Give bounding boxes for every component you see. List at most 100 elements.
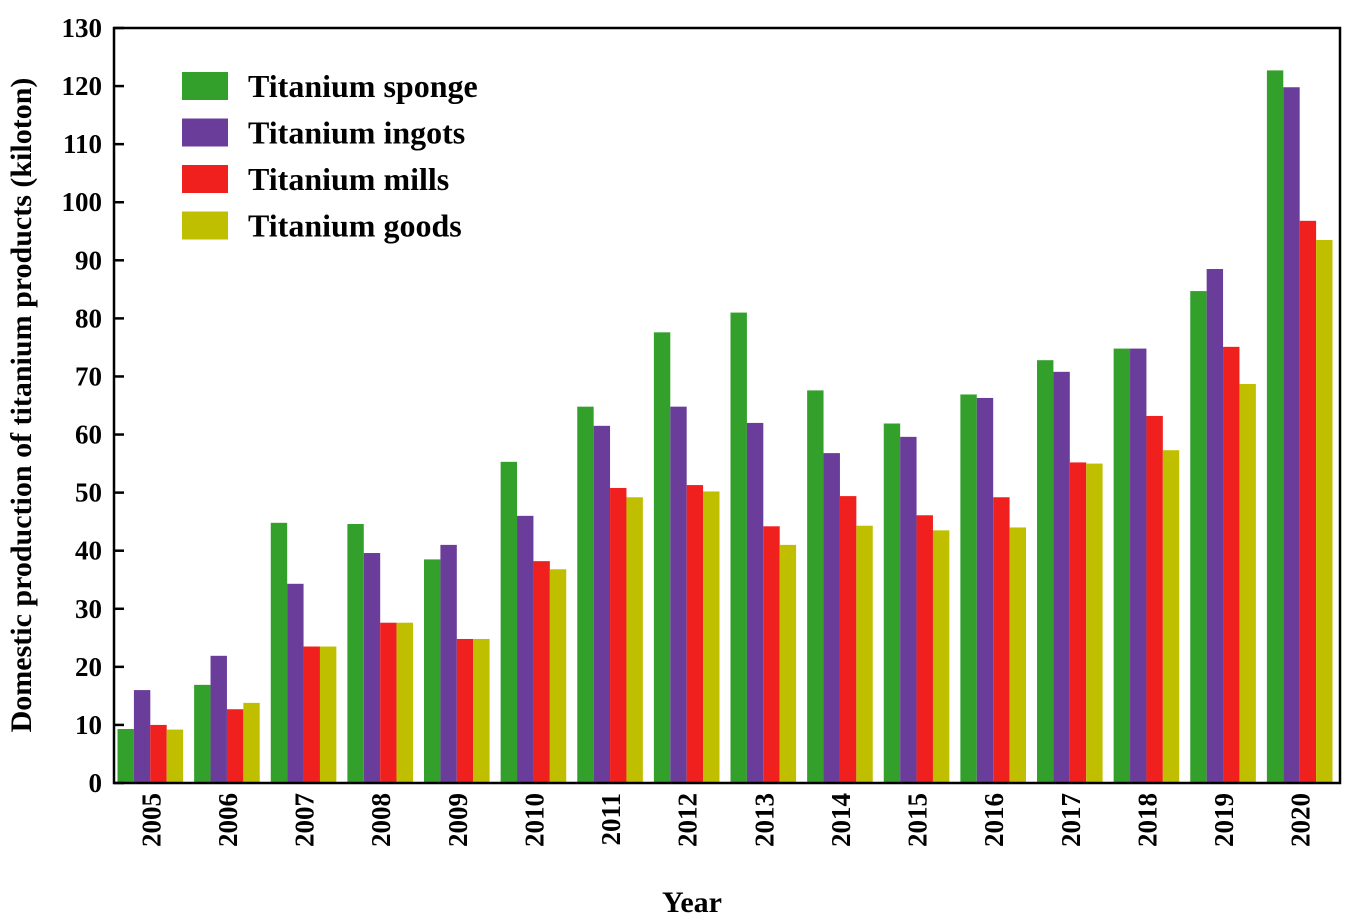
legend-swatch (182, 118, 228, 147)
bar-titanium-sponge-2018 (1113, 348, 1131, 783)
bar-titanium-sponge-2007 (270, 522, 288, 783)
bar-titanium-goods-2012 (703, 491, 720, 783)
x-tick-label: 2019 (1209, 793, 1239, 847)
bar-titanium-mills-2008 (380, 622, 397, 783)
y-tick-label: 0 (89, 768, 103, 798)
plot-frame (112, 26, 1342, 785)
bar-titanium-ingots-2017 (1053, 371, 1070, 783)
bar-titanium-sponge-2010 (500, 461, 518, 783)
y-tick-label: 10 (75, 710, 102, 740)
x-tick-label: 2007 (290, 793, 320, 847)
legend: Titanium sponge Titanium ingots Titanium m… (182, 68, 478, 244)
bar-titanium-goods-2014 (856, 525, 873, 783)
bar-titanium-goods-2019 (1239, 384, 1256, 783)
bar-titanium-ingots-2018 (1130, 348, 1147, 783)
bar-titanium-mills-2012 (686, 485, 704, 783)
y-tick-label: 110 (63, 129, 102, 159)
bar-titanium-ingots-2011 (593, 425, 611, 783)
bar-titanium-mills-2020 (1299, 220, 1317, 783)
bar-titanium-sponge-2016 (960, 394, 977, 783)
y-tick-label: 70 (75, 361, 102, 391)
y-tick-label: 130 (62, 13, 103, 43)
bar-titanium-goods-2006 (243, 702, 260, 783)
bar-titanium-ingots-2007 (287, 583, 304, 783)
x-tick-label: 2017 (1056, 793, 1086, 847)
bar-titanium-mills-2011 (610, 487, 627, 783)
bar-titanium-ingots-2005 (133, 690, 151, 783)
bar-titanium-mills-2005 (150, 724, 167, 783)
x-tick-label: 2018 (1132, 793, 1162, 847)
y-tick-label: 100 (62, 187, 103, 217)
bar-titanium-mills-2009 (456, 638, 474, 783)
bar-titanium-mills-2018 (1146, 415, 1163, 783)
y-axis: 0 10 20 30 40 50 60 70 80 90 100 110 120 130 (62, 13, 124, 798)
bar-titanium-mills-2010 (533, 561, 550, 783)
legend-label: Titanium mills (248, 161, 449, 197)
bar-titanium-sponge-2011 (577, 406, 594, 783)
y-tick-label: 20 (75, 652, 102, 682)
bar-titanium-mills-2007 (303, 646, 320, 783)
bar-titanium-goods-2018 (1162, 450, 1180, 783)
bar-titanium-sponge-2013 (730, 312, 747, 783)
bar-titanium-mills-2015 (916, 515, 933, 783)
legend-label: Titanium sponge (248, 68, 478, 104)
x-tick-label: 2013 (749, 793, 779, 847)
x-tick-label: 2005 (136, 793, 166, 847)
y-tick-label: 60 (75, 420, 102, 450)
bar-titanium-goods-2015 (932, 530, 950, 783)
bar-titanium-goods-2011 (626, 497, 643, 783)
bars-group (117, 70, 1333, 784)
y-tick-label: 80 (75, 303, 102, 333)
bar-titanium-goods-2005 (166, 729, 184, 783)
bar-titanium-ingots-2020 (1283, 87, 1300, 784)
y-tick-label: 90 (75, 245, 102, 275)
bar-titanium-mills-2017 (1069, 462, 1087, 783)
x-tick-label: 2020 (1286, 793, 1316, 847)
x-tick-label: 2012 (673, 793, 703, 847)
bar-titanium-ingots-2019 (1206, 269, 1224, 783)
bar-titanium-ingots-2006 (210, 655, 227, 783)
bar-titanium-goods-2017 (1086, 463, 1103, 783)
x-axis: 2005 2006 2007 2008 2009 2010 2011 2012 2013 2014… (136, 793, 1315, 847)
bar-titanium-goods-2007 (319, 646, 337, 783)
bar-titanium-sponge-2009 (424, 559, 441, 783)
bar-titanium-sponge-2005 (117, 728, 134, 783)
bar-titanium-goods-2013 (779, 544, 797, 783)
legend-swatch (182, 72, 228, 100)
bar-titanium-sponge-2014 (807, 390, 824, 783)
x-tick-label: 2016 (979, 793, 1009, 847)
x-tick-label: 2006 (213, 793, 243, 847)
y-axis-title: Domestic production of titanium products… (5, 78, 38, 733)
bar-titanium-sponge-2012 (653, 332, 671, 783)
bar-titanium-mills-2019 (1223, 346, 1240, 783)
legend-label: Titanium ingots (248, 115, 465, 151)
bar-titanium-ingots-2010 (517, 515, 534, 783)
bar-titanium-sponge-2008 (347, 523, 364, 783)
legend-label: Titanium goods (248, 208, 462, 244)
bar-titanium-ingots-2008 (363, 553, 381, 783)
bar-titanium-goods-2016 (1009, 527, 1026, 783)
bar-titanium-ingots-2012 (670, 406, 687, 783)
bar-titanium-goods-2020 (1316, 239, 1333, 784)
bar-titanium-ingots-2013 (746, 422, 764, 783)
bar-titanium-goods-2010 (549, 569, 567, 783)
bar-titanium-ingots-2014 (823, 453, 840, 783)
bar-titanium-sponge-2020 (1266, 70, 1284, 783)
bar-titanium-mills-2006 (226, 709, 244, 783)
bar-titanium-goods-2008 (396, 622, 413, 783)
y-tick-label: 40 (75, 536, 102, 566)
bar-titanium-ingots-2015 (900, 436, 917, 783)
bar-titanium-mills-2013 (763, 526, 780, 783)
bar-titanium-sponge-2006 (194, 684, 211, 783)
bar-titanium-sponge-2017 (1037, 360, 1054, 783)
bar-titanium-ingots-2009 (440, 544, 457, 783)
y-tick-label: 120 (62, 71, 103, 101)
bar-titanium-mills-2016 (993, 497, 1010, 783)
x-tick-label: 2010 (519, 793, 549, 847)
y-tick-label: 50 (75, 478, 102, 508)
x-tick-label: 2014 (826, 793, 856, 847)
x-tick-label: 2011 (596, 793, 626, 846)
bar-titanium-sponge-2019 (1190, 291, 1207, 783)
